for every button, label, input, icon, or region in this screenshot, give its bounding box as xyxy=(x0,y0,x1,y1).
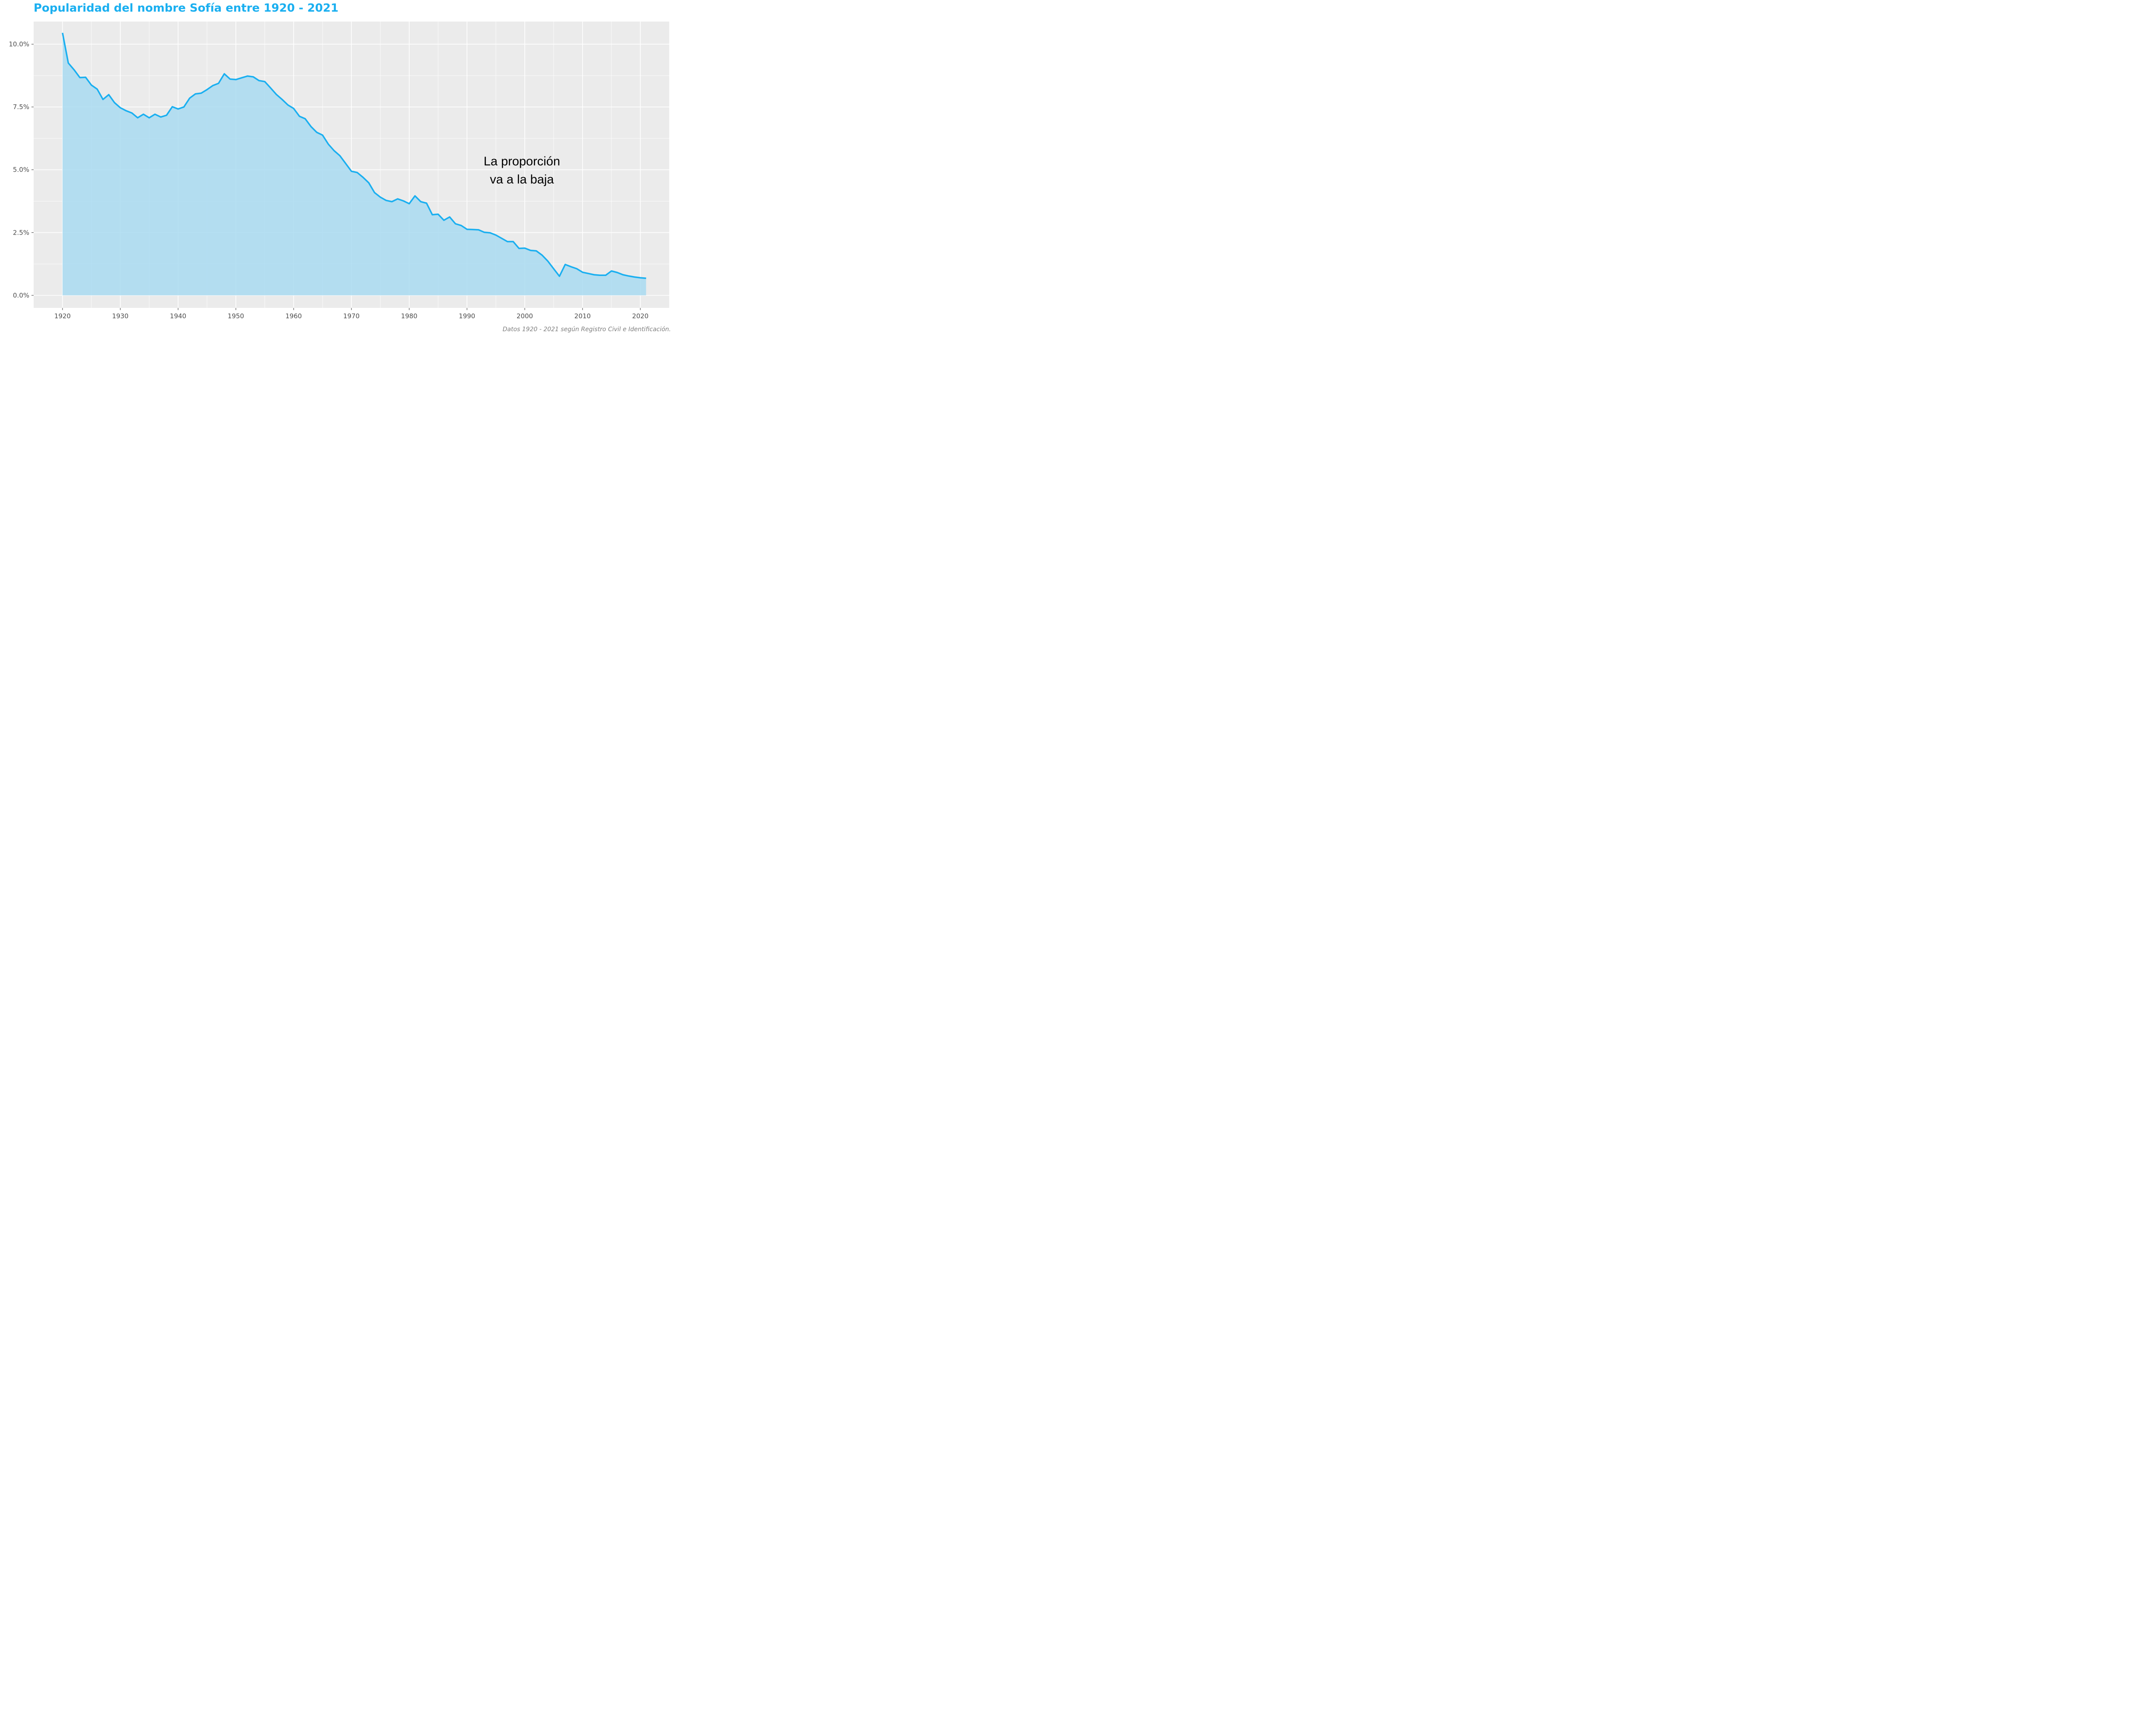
y-axis-labels: 0.0% 2.5% 5.0% 7.5% 10.0% xyxy=(9,40,29,299)
x-tick-label: 1930 xyxy=(112,312,128,320)
x-tick-label: 1940 xyxy=(170,312,186,320)
x-tick-label: 2010 xyxy=(574,312,591,320)
y-tick-label: 7.5% xyxy=(13,103,29,111)
series-line xyxy=(62,32,646,279)
y-tick-label: 0.0% xyxy=(13,292,29,299)
x-tick-label: 1980 xyxy=(401,312,417,320)
y-tick-label: 5.0% xyxy=(13,166,29,174)
x-tick-label: 2020 xyxy=(632,312,649,320)
x-tick-label: 1960 xyxy=(285,312,302,320)
y-tick-label: 10.0% xyxy=(9,40,29,48)
annotation-line: La proporción xyxy=(484,155,560,169)
chart-svg: 1920 1930 1940 1950 1960 1970 1980 1990 2000 2010… xyxy=(9,22,669,320)
caption: Datos 1920 - 2021 según Registro Civil e… xyxy=(502,326,671,333)
x-tick-label: 2000 xyxy=(517,312,533,320)
x-tick-label: 1950 xyxy=(228,312,244,320)
y-tick-label: 2.5% xyxy=(13,229,29,236)
x-axis-labels: 1920 1930 1940 1950 1960 1970 1980 1990 2000 2010… xyxy=(54,312,649,320)
x-tick-label: 1990 xyxy=(459,312,475,320)
annotation-line: va a la baja xyxy=(490,173,554,187)
annotation: La proporción va a la baja xyxy=(484,155,560,187)
axis-ticks xyxy=(31,44,641,310)
x-tick-label: 1920 xyxy=(54,312,71,320)
chart-title: Popularidad del nombre Sofía entre 1920 … xyxy=(34,2,338,15)
x-tick-label: 1970 xyxy=(343,312,360,320)
series-area xyxy=(63,33,646,295)
